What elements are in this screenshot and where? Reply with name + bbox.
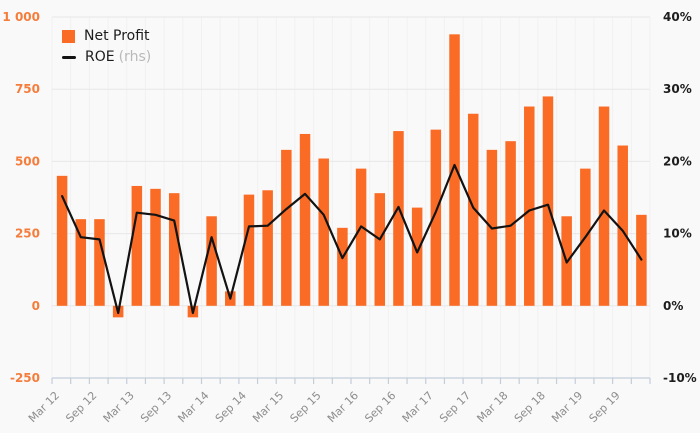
x-axis-category-label: Sep 18 [512,389,548,425]
net-profit-bar[interactable] [150,188,161,306]
net-profit-bar[interactable] [374,193,386,306]
net-profit-bar[interactable] [206,216,217,306]
net-profit-bar[interactable] [505,141,516,306]
legend-label-suffix: (rhs) [118,49,152,65]
left-axis-tick-label: 1 000 [2,10,40,24]
left-axis-tick-label: 0 [32,299,40,313]
net-profit-bar[interactable] [168,193,180,306]
legend-label: ROE (rhs) [85,49,152,65]
left-axis-tick-label: -250 [10,371,40,385]
net-profit-bar[interactable] [430,129,442,306]
net-profit-bar[interactable] [75,219,87,306]
left-axis-tick-label: 250 [15,227,40,241]
right-axis-tick-label: 20% [663,154,692,168]
right-axis-tick-label: 30% [663,82,692,96]
net-profit-bar[interactable] [281,149,292,306]
x-axis-category-label: Mar 15 [250,389,286,425]
net-profit-bar[interactable] [449,34,460,306]
x-axis-category-label: Mar 12 [26,389,62,425]
net-profit-bar[interactable] [299,133,311,306]
net-profit-bar[interactable] [598,106,610,306]
net-profit-bar[interactable] [94,219,105,306]
x-axis-category-label: Sep 17 [437,389,473,425]
roe-line-swatch-icon [62,55,76,59]
x-axis-category-label: Sep 15 [288,389,324,425]
x-axis-category-label: Sep 13 [138,389,174,425]
net-profit-bar[interactable] [355,168,367,306]
x-axis-category-label: Mar 13 [101,389,137,425]
x-axis-category-label: Mar 14 [175,389,211,425]
net-profit-bar[interactable] [393,131,404,306]
x-axis-category-label: Mar 16 [325,389,361,425]
x-axis-category-label: Mar 18 [474,389,510,425]
net-profit-bar[interactable] [524,106,535,306]
net-profit-bar[interactable] [337,227,348,306]
net-profit-bar[interactable] [411,207,423,306]
net-profit-swatch-icon [62,29,75,43]
x-axis-category-label: Sep 19 [587,389,623,425]
net-profit-bar[interactable] [56,175,68,306]
left-axis-tick-label: 500 [15,154,40,168]
right-axis-tick-label: 40% [663,10,692,24]
legend-label: Net Profit [84,28,150,44]
legend-item-roe[interactable]: ROE (rhs) [62,49,151,65]
roe-line[interactable] [60,163,643,315]
net-profit-bar[interactable] [467,113,479,306]
net-profit-bar[interactable] [131,185,143,306]
x-axis-category-label: Mar 19 [549,389,585,425]
right-axis-tick-label: -10% [663,371,697,385]
x-axis-category-label: Sep 14 [213,389,249,425]
x-axis-category-label: Sep 12 [63,389,99,425]
net-profit-bar[interactable] [318,158,329,306]
right-axis-tick-label: 10% [663,227,692,241]
left-axis-tick-label: 750 [15,82,40,96]
x-axis-category-label: Mar 17 [400,389,436,425]
chart-legend: Net Profit ROE (rhs) [62,28,151,65]
net-profit-bar[interactable] [617,145,628,306]
net-profit-bar[interactable] [542,96,554,306]
right-axis-tick-label: 0% [663,299,683,313]
legend-item-net-profit[interactable]: Net Profit [62,28,151,44]
net-profit-bar[interactable] [262,190,273,306]
x-axis-category-label: Sep 16 [362,389,398,425]
net-profit-bar[interactable] [243,194,255,306]
